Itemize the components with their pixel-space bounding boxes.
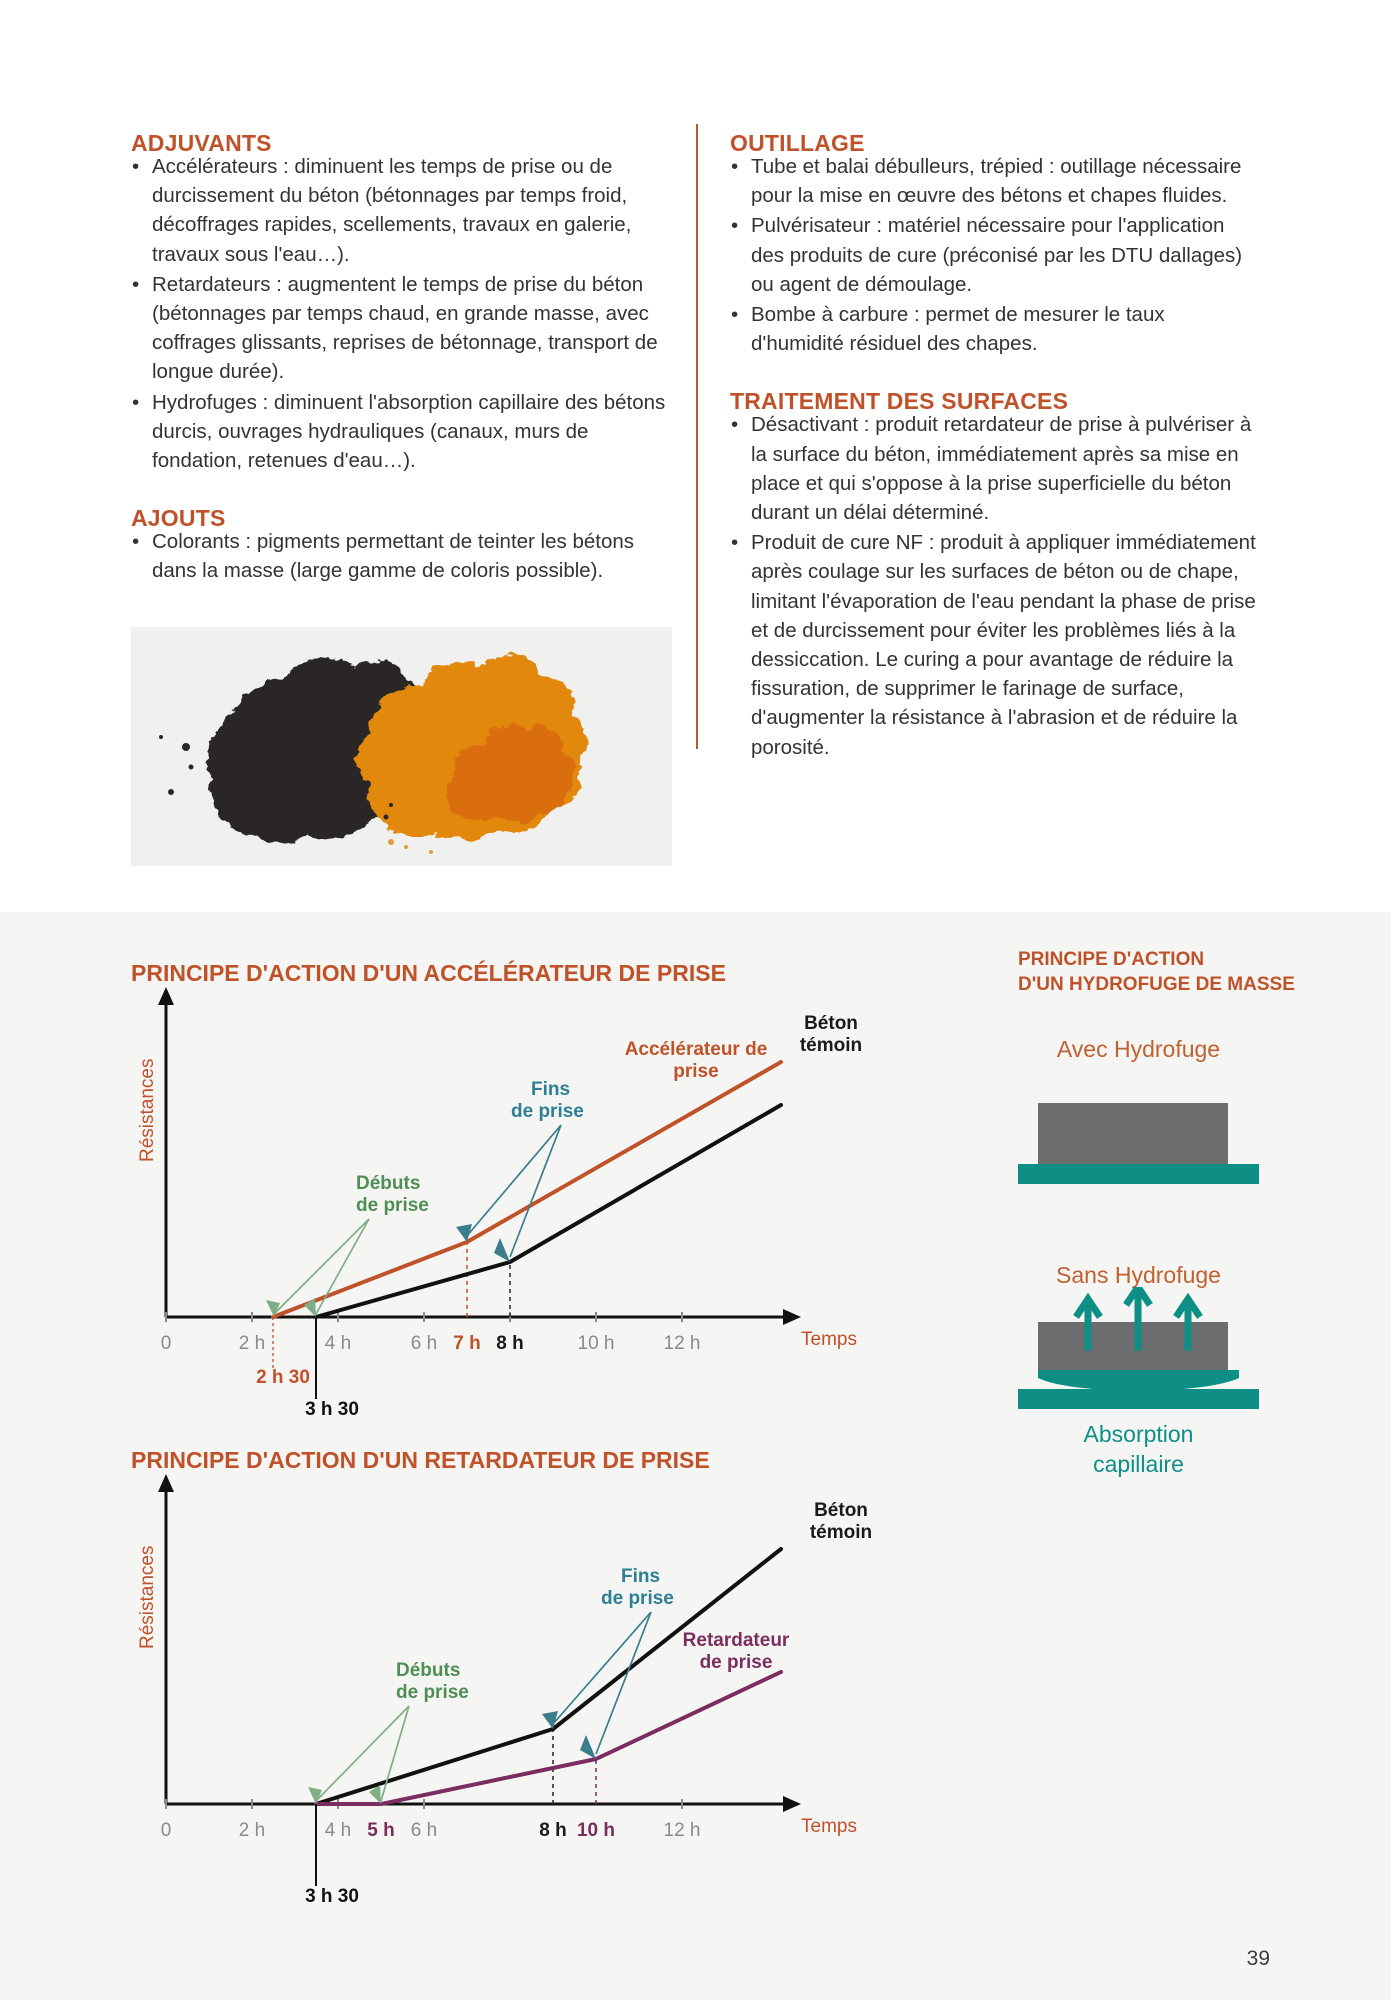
svg-text:de prise: de prise (356, 1195, 429, 1216)
svg-text:7 h: 7 h (453, 1333, 480, 1354)
svg-text:de prise: de prise (601, 1588, 674, 1609)
svg-text:5 h: 5 h (367, 1820, 394, 1841)
svg-text:4 h: 4 h (325, 1333, 351, 1354)
svg-text:4 h: 4 h (325, 1820, 351, 1841)
svg-text:6 h: 6 h (411, 1333, 437, 1354)
svg-text:0: 0 (161, 1333, 172, 1354)
svg-text:Fins: Fins (531, 1079, 570, 1100)
svg-text:12 h: 12 h (664, 1820, 701, 1841)
svg-text:Accélérateur de: Accélérateur de (625, 1039, 768, 1060)
svg-text:de prise: de prise (396, 1682, 469, 1703)
svg-text:8 h: 8 h (496, 1333, 523, 1354)
svg-text:Béton: Béton (814, 1500, 868, 1521)
svg-text:prise: prise (673, 1061, 718, 1082)
svg-text:Temps: Temps (801, 1329, 857, 1350)
svg-text:Retardateur: Retardateur (683, 1630, 790, 1651)
svg-text:10 h: 10 h (577, 1820, 615, 1841)
svg-text:de prise: de prise (700, 1652, 773, 1673)
svg-text:3 h 30: 3 h 30 (305, 1399, 359, 1420)
svg-text:10 h: 10 h (578, 1333, 615, 1354)
svg-text:2 h: 2 h (239, 1820, 265, 1841)
svg-text:Débuts: Débuts (396, 1660, 460, 1681)
svg-text:0: 0 (161, 1820, 172, 1841)
svg-text:3 h 30: 3 h 30 (305, 1886, 359, 1904)
svg-text:Débuts: Débuts (356, 1173, 420, 1194)
svg-text:Temps: Temps (801, 1816, 857, 1837)
svg-text:Résistances: Résistances (137, 1546, 158, 1650)
svg-text:de prise: de prise (511, 1101, 584, 1122)
svg-text:8 h: 8 h (539, 1820, 566, 1841)
svg-text:Fins: Fins (621, 1566, 660, 1587)
svg-text:témoin: témoin (810, 1522, 872, 1543)
svg-text:6 h: 6 h (411, 1820, 437, 1841)
svg-text:Béton: Béton (804, 1013, 858, 1034)
svg-text:Résistances: Résistances (137, 1059, 158, 1163)
svg-text:12 h: 12 h (664, 1333, 701, 1354)
svg-text:2 h 30: 2 h 30 (256, 1367, 310, 1388)
svg-text:témoin: témoin (800, 1035, 862, 1056)
svg-text:2 h: 2 h (239, 1333, 265, 1354)
